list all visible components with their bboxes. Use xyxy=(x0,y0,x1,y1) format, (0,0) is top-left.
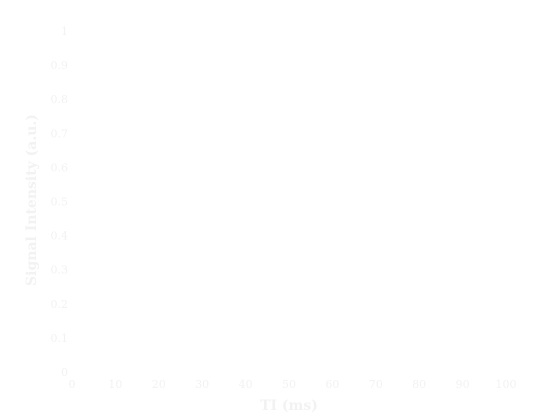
y-tick-label: 0.4 xyxy=(51,230,69,243)
y-tick-label: 0.6 xyxy=(51,161,69,174)
x-tick-label: 60 xyxy=(325,378,339,391)
x-axis-ticks: 0 10 20 30 40 50 60 70 80 90 100 xyxy=(69,378,517,391)
y-tick-label: 0.2 xyxy=(51,298,69,311)
y-tick-label: 1 xyxy=(61,25,68,38)
x-tick-label: 50 xyxy=(282,378,296,391)
y-tick-label: 0.1 xyxy=(51,332,69,345)
y-tick-label: 0.7 xyxy=(51,127,69,140)
x-tick-label: 100 xyxy=(496,378,517,391)
x-tick-label: 90 xyxy=(456,378,470,391)
y-tick-label: 0 xyxy=(61,366,68,379)
y-axis-ticks: 0 0.1 0.2 0.3 0.4 0.5 0.6 0.7 0.8 0.9 1 xyxy=(51,25,69,379)
x-tick-label: 10 xyxy=(108,378,122,391)
x-axis-title: TI (ms) xyxy=(260,398,318,414)
y-tick-label: 0.9 xyxy=(51,59,69,72)
x-tick-label: 80 xyxy=(412,378,426,391)
y-axis-title: Signal Intensity (a.u.) xyxy=(24,114,40,286)
x-tick-label: 70 xyxy=(369,378,383,391)
x-tick-label: 30 xyxy=(195,378,209,391)
y-tick-label: 0.3 xyxy=(51,264,69,277)
x-tick-label: 0 xyxy=(69,378,76,391)
x-tick-label: 40 xyxy=(239,378,253,391)
x-tick-label: 20 xyxy=(152,378,166,391)
y-tick-label: 0.8 xyxy=(51,93,69,106)
y-tick-label: 0.5 xyxy=(51,196,69,209)
